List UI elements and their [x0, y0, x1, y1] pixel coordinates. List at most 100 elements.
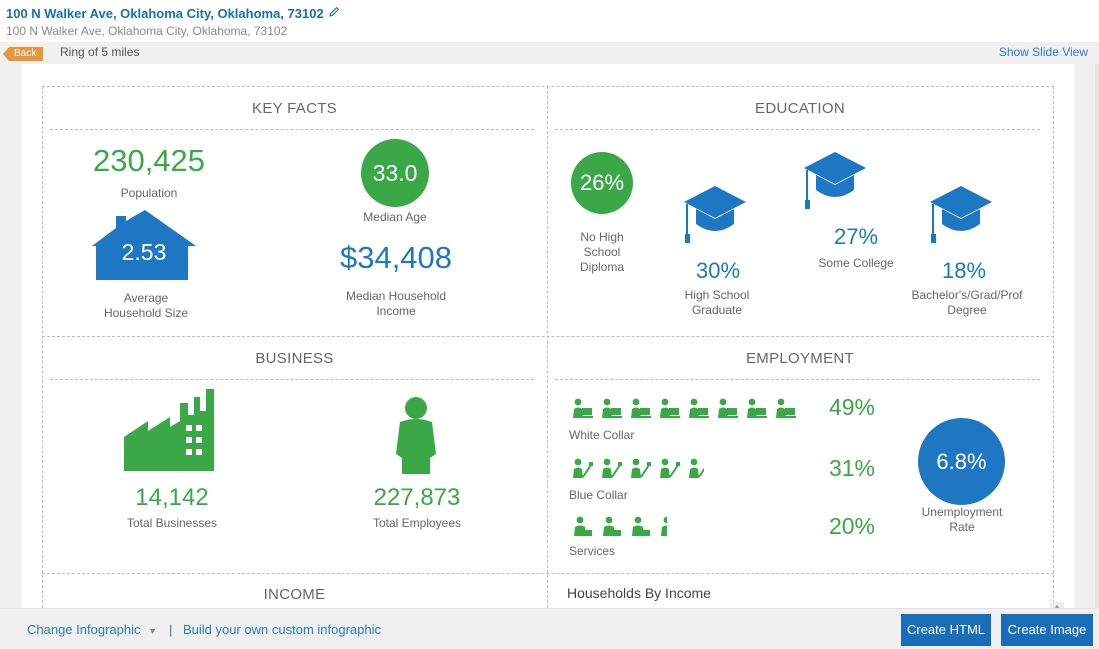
- household-size-label-line1: Average: [123, 291, 169, 305]
- pencil-icon[interactable]: [328, 6, 340, 21]
- unemployment-circle: 6.8%: [918, 418, 1005, 505]
- bachelors-value: 18%: [941, 258, 987, 283]
- total-employees-label: Total Employees: [372, 516, 462, 530]
- person-icon: [396, 397, 436, 474]
- median-age-circle: 33.0: [361, 139, 429, 207]
- services-icons: [572, 515, 674, 542]
- grid-line: [547, 86, 548, 608]
- grid-line: [1053, 86, 1054, 608]
- worker-icon: [630, 515, 652, 542]
- worker-icon: [688, 457, 704, 484]
- create-image-button[interactable]: Create Image: [1001, 614, 1093, 646]
- blue-collar-value: 31%: [828, 455, 876, 481]
- footer-bar: Change Infographic ▼ | Build your own cu…: [0, 608, 1099, 649]
- worker-icon: [601, 397, 623, 424]
- address-title[interactable]: 100 N Walker Ave, Oklahoma City, Oklahom…: [6, 6, 340, 21]
- household-size-label-line2: Household Size: [103, 306, 189, 320]
- employment-title: EMPLOYMENT: [745, 350, 854, 367]
- white-collar-icons: [572, 397, 804, 424]
- household-size-value: 2.53: [121, 239, 167, 265]
- worker-icon: [746, 397, 768, 424]
- high-school-value: 30%: [695, 258, 741, 283]
- blue-collar-label: Blue Collar: [569, 488, 628, 502]
- unemployment-label-line2: Rate: [949, 520, 975, 534]
- bachelors-label-line2: Degree: [947, 303, 987, 317]
- high-school-label-line2: Graduate: [691, 303, 743, 317]
- worker-icon: [601, 515, 623, 542]
- no-high-school-label-line1: No High: [580, 230, 624, 244]
- worker-icon: [659, 397, 681, 424]
- median-income-label: Median Household Income: [322, 289, 470, 319]
- worker-icon: [601, 457, 623, 484]
- section-divider: [50, 129, 534, 130]
- population-value: 230,425: [92, 143, 206, 178]
- household-size-label: Average Household Size: [82, 291, 210, 321]
- unemployment-label-line1: Unemployment: [921, 505, 1003, 519]
- grid-line: [42, 86, 43, 608]
- worker-icon: [659, 515, 667, 542]
- total-businesses-value: 14,142: [135, 484, 209, 511]
- services-label: Services: [569, 544, 616, 558]
- education-title: EDUCATION: [755, 100, 845, 117]
- build-custom-infographic-link[interactable]: Build your own custom infographic: [183, 622, 381, 637]
- house-icon: [92, 210, 196, 280]
- median-age-value: 33.0: [372, 159, 418, 186]
- graduation-cap-icon: [930, 186, 992, 243]
- high-school-label-line1: High School: [684, 288, 750, 302]
- median-income-value: $34,408: [339, 240, 453, 275]
- factory-icon: [124, 389, 214, 471]
- business-title: BUSINESS: [255, 350, 334, 367]
- change-infographic-dropdown[interactable]: Change Infographic ▼: [27, 622, 157, 637]
- graduation-cap-icon: [684, 186, 746, 243]
- toolbar: Back Ring of 5 miles Show Slide View: [0, 42, 1099, 64]
- key-facts-title: KEY FACTS: [252, 100, 337, 117]
- grid-line: [42, 336, 1054, 337]
- bachelors-label-line1: Bachelor's/Grad/Prof: [911, 288, 1023, 302]
- change-infographic-label[interactable]: Change Infographic: [27, 622, 141, 637]
- worker-icon: [688, 397, 710, 424]
- high-school-label: High School Graduate: [667, 288, 767, 318]
- worker-icon: [630, 457, 652, 484]
- households-by-income-title: Households By Income: [567, 585, 711, 601]
- section-divider: [555, 129, 1040, 130]
- header: 100 N Walker Ave, Oklahoma City, Oklahom…: [0, 0, 1099, 42]
- worker-icon: [717, 397, 739, 424]
- some-college-value: 27%: [833, 224, 879, 249]
- median-income-label-line1: Median Household: [345, 289, 447, 303]
- graduation-cap-icon: [804, 152, 866, 209]
- ring-label: Ring of 5 miles: [60, 45, 140, 59]
- white-collar-value: 49%: [828, 394, 876, 420]
- worker-icon: [572, 397, 594, 424]
- grid-line: [42, 573, 1054, 574]
- worker-icon: [572, 457, 594, 484]
- white-collar-label: White Collar: [569, 428, 635, 442]
- back-button[interactable]: Back: [3, 47, 44, 61]
- worker-icon: [630, 397, 652, 424]
- address-title-text[interactable]: 100 N Walker Ave, Oklahoma City, Oklahom…: [6, 6, 324, 21]
- infographic-page: KEY FACTS 230,425 Population 33.0 Median…: [22, 64, 1074, 630]
- footer-separator: |: [169, 622, 173, 637]
- no-high-school-circle: 26%: [571, 152, 633, 214]
- create-html-button[interactable]: Create HTML: [901, 614, 991, 646]
- section-divider: [50, 379, 534, 380]
- total-employees-value: 227,873: [373, 484, 461, 511]
- show-slide-view-link[interactable]: Show Slide View: [998, 45, 1088, 59]
- population-label: Population: [120, 186, 178, 200]
- page-scrollbar[interactable]: [1095, 64, 1099, 608]
- caret-down-icon[interactable]: ▼: [148, 626, 158, 636]
- some-college-label: Some College: [818, 256, 894, 270]
- bachelors-label: Bachelor's/Grad/Prof Degree: [892, 288, 1042, 318]
- blue-collar-icons: [572, 457, 711, 484]
- unemployment-label: Unemployment Rate: [902, 505, 1022, 535]
- grid-line: [42, 86, 1054, 87]
- no-high-school-value: 26%: [579, 170, 625, 195]
- worker-icon: [775, 397, 797, 424]
- infographic-canvas: KEY FACTS 230,425 Population 33.0 Median…: [0, 64, 1099, 630]
- median-age-label: Median Age: [363, 210, 427, 224]
- worker-icon: [572, 515, 594, 542]
- no-high-school-label-line2: School: [583, 245, 621, 259]
- income-title: INCOME: [263, 586, 326, 603]
- address-subtitle: 100 N Walker Ave, Oklahoma City, Oklahom…: [6, 24, 288, 38]
- services-value: 20%: [828, 513, 876, 539]
- no-high-school-label: No High School Diploma: [562, 230, 642, 275]
